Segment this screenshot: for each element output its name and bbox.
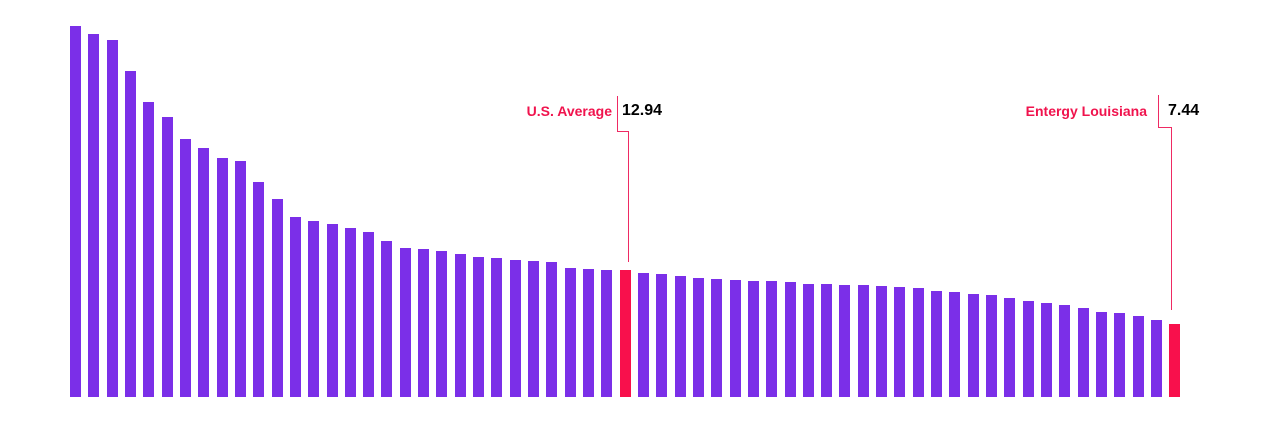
bar	[1022, 300, 1034, 397]
bar	[198, 147, 210, 397]
bar	[711, 278, 723, 397]
us-average-leader-jog	[617, 131, 629, 132]
bar	[1077, 308, 1089, 397]
bar	[454, 254, 466, 397]
bar	[436, 251, 448, 397]
bar	[253, 181, 265, 397]
us-average-label: U.S. Average	[526, 103, 612, 119]
bar	[656, 273, 668, 397]
bar	[344, 227, 356, 397]
bar	[766, 281, 778, 397]
bar	[912, 288, 924, 397]
bar	[88, 34, 100, 397]
bar	[1095, 311, 1107, 397]
bar	[986, 295, 997, 397]
entergy-louisiana-value: 7.44	[1168, 102, 1200, 119]
bar	[216, 158, 228, 397]
bar	[381, 241, 393, 397]
bar	[601, 269, 613, 397]
entergy-louisiana-label: Entergy Louisiana	[1025, 103, 1147, 119]
bar	[747, 280, 759, 397]
entergy-louisiana-leader-line	[1171, 127, 1172, 310]
bar	[509, 260, 521, 397]
us-average-value: 12.94	[622, 102, 663, 119]
highlighted-bar	[1169, 324, 1181, 397]
bar	[876, 285, 888, 397]
bar	[967, 293, 979, 397]
bar	[106, 39, 118, 397]
bar	[894, 286, 906, 397]
bar	[1150, 320, 1162, 397]
bar	[583, 268, 594, 397]
bar	[1132, 316, 1144, 397]
bar	[637, 272, 649, 397]
bar	[326, 223, 338, 397]
us-average-leader-line	[628, 131, 629, 262]
bar	[491, 258, 503, 397]
bar	[289, 217, 301, 397]
bar	[949, 292, 961, 397]
bar	[179, 138, 191, 397]
bar	[399, 248, 411, 397]
highlighted-bar	[619, 270, 631, 397]
bar	[418, 249, 430, 397]
bar	[271, 199, 283, 397]
us-average-leader-stub	[617, 96, 618, 132]
bar	[546, 262, 558, 397]
bar	[1059, 305, 1071, 397]
bar	[473, 257, 484, 397]
bar	[363, 231, 375, 397]
bar	[857, 285, 869, 397]
bar	[528, 261, 539, 397]
bar	[308, 220, 320, 397]
bar	[674, 275, 686, 397]
bar	[931, 290, 942, 397]
bar	[839, 284, 851, 397]
bar	[564, 267, 576, 397]
bar	[1004, 298, 1016, 397]
bar	[802, 283, 814, 397]
bar	[1041, 302, 1052, 397]
bar	[143, 101, 155, 397]
bar	[234, 161, 246, 397]
bar	[1114, 313, 1126, 397]
bar	[125, 71, 136, 397]
bar	[70, 26, 81, 397]
bar	[692, 277, 704, 397]
entergy-louisiana-leader-stub	[1158, 95, 1159, 128]
bar	[729, 279, 741, 397]
bar	[161, 117, 173, 397]
entergy-louisiana-leader-jog	[1158, 127, 1172, 128]
bar	[784, 281, 796, 397]
bar	[821, 284, 833, 397]
